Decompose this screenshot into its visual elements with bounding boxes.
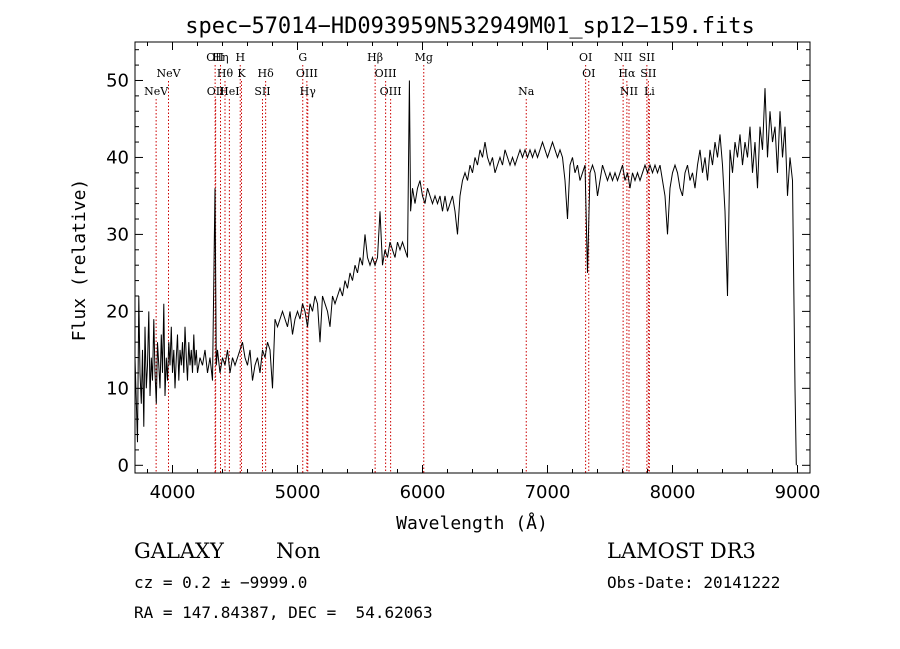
x-tick-label: 5000 [275, 482, 321, 503]
object-subclass: Non [276, 539, 321, 563]
line-marker-label: OIII [296, 67, 318, 80]
line-marker-label: HeI [219, 85, 239, 98]
line-marker-label: OII [206, 51, 224, 64]
x-tick-label: 7000 [525, 482, 571, 503]
x-tick-label: 6000 [400, 482, 446, 503]
plot-frame [134, 41, 811, 474]
line-marker-label: NII [620, 85, 638, 98]
y-axis-label: Flux (relative) [69, 179, 90, 342]
line-marker-label: OIII [380, 85, 402, 98]
line-marker-label: SII [640, 67, 656, 80]
x-tick-label: 4000 [150, 482, 196, 503]
axes: 4000 5000 6000 7000 8000 9000 0 10 20 30 40 50 [106, 42, 820, 503]
line-marker-label: OIII [375, 67, 397, 80]
line-marker-label: Na [518, 85, 535, 98]
line-marker-label: G [298, 51, 307, 64]
x-tick-label: 9000 [775, 482, 821, 503]
line-marker-label: OII [207, 85, 225, 98]
line-marker-label: K [237, 67, 246, 80]
obs-date: Obs-Date: 20141222 [607, 573, 781, 592]
line-marker-label: Hη [212, 51, 228, 64]
line-marker-label: Hβ [367, 51, 383, 64]
y-tick-label: 50 [106, 70, 129, 91]
line-marker-label: NeV [144, 85, 169, 98]
y-tick-label: 10 [106, 378, 129, 399]
line-marker-label: NII [614, 51, 632, 64]
line-marker-label: NeV [156, 67, 181, 80]
line-marker-label: Hα [618, 67, 636, 80]
line-marker-label: Hθ [217, 67, 234, 80]
x-axis-label: Wavelength (Å) [396, 512, 548, 534]
y-tick-label: 0 [118, 455, 129, 476]
line-marker-label: SII [254, 85, 270, 98]
line-marker-label: Li [644, 85, 655, 98]
chart-title: spec−57014−HD093959N532949M01_sp12−159.f… [185, 14, 755, 39]
line-marker-label: OI [579, 51, 592, 64]
line-marker-label: OI [582, 67, 595, 80]
line-marker-label: Hγ [300, 85, 317, 98]
y-tick-label: 20 [106, 301, 129, 322]
x-tick-label: 8000 [650, 482, 696, 503]
line-marker-label: Mg [415, 51, 433, 64]
redshift-readout: cz = 0.2 ± −9999.0 [134, 573, 308, 592]
survey-name: LAMOST DR3 [607, 539, 756, 563]
y-tick-label: 40 [106, 147, 129, 168]
line-marker-label: H [235, 51, 245, 64]
line-marker-label: Hδ [258, 67, 275, 80]
object-class: GALAXY [134, 539, 224, 563]
y-tick-label: 30 [106, 224, 129, 245]
spectrum-line [134, 80, 797, 466]
line-marker-label: SII [639, 51, 655, 64]
coordinates: RA = 147.84387, DEC = 54.62063 [134, 603, 433, 622]
spectrum-series [134, 80, 797, 466]
